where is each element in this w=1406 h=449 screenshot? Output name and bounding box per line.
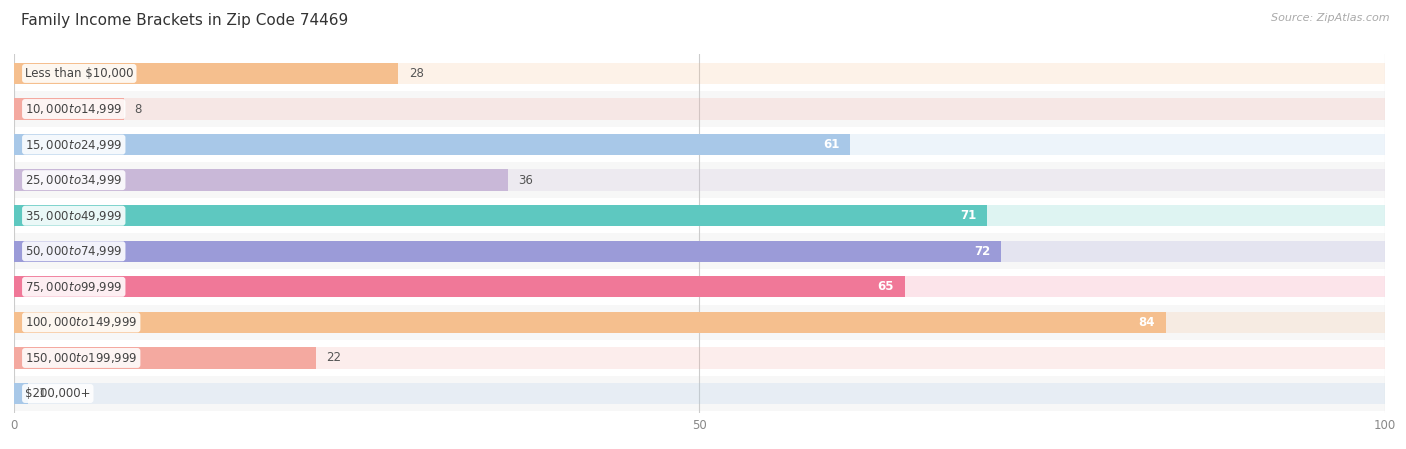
Text: $25,000 to $34,999: $25,000 to $34,999	[25, 173, 122, 187]
Bar	[14, 98, 1385, 120]
Bar	[14, 134, 1385, 155]
Bar	[14, 169, 508, 191]
Text: $15,000 to $24,999: $15,000 to $24,999	[25, 137, 122, 152]
Bar	[14, 63, 398, 84]
Bar	[14, 205, 987, 226]
Bar	[14, 276, 905, 298]
Text: Family Income Brackets in Zip Code 74469: Family Income Brackets in Zip Code 74469	[21, 13, 349, 28]
Bar	[14, 205, 1385, 226]
Bar	[14, 169, 1385, 191]
Bar	[14, 56, 1385, 91]
Bar	[14, 304, 1385, 340]
Bar	[14, 383, 28, 404]
Bar	[14, 198, 1385, 233]
Text: $100,000 to $149,999: $100,000 to $149,999	[25, 315, 138, 330]
Bar	[14, 233, 1385, 269]
Bar	[14, 312, 1385, 333]
Text: 1: 1	[39, 387, 46, 400]
Text: $50,000 to $74,999: $50,000 to $74,999	[25, 244, 122, 258]
Text: 22: 22	[326, 352, 342, 365]
Text: $200,000+: $200,000+	[25, 387, 90, 400]
Bar	[14, 241, 1001, 262]
Bar	[14, 340, 1385, 376]
Text: 84: 84	[1137, 316, 1154, 329]
Bar	[14, 347, 1385, 369]
Bar	[14, 98, 124, 120]
Bar	[14, 241, 1385, 262]
Bar	[14, 163, 1385, 198]
Text: 8: 8	[135, 102, 142, 115]
Text: Source: ZipAtlas.com: Source: ZipAtlas.com	[1271, 13, 1389, 23]
Text: $75,000 to $99,999: $75,000 to $99,999	[25, 280, 122, 294]
Text: $35,000 to $49,999: $35,000 to $49,999	[25, 209, 122, 223]
Bar	[14, 63, 1385, 84]
Text: 28: 28	[409, 67, 423, 80]
Text: $10,000 to $14,999: $10,000 to $14,999	[25, 102, 122, 116]
Text: 36: 36	[519, 174, 533, 187]
Text: 72: 72	[974, 245, 990, 258]
Text: 71: 71	[960, 209, 976, 222]
Bar	[14, 383, 1385, 404]
Bar	[14, 269, 1385, 304]
Bar	[14, 127, 1385, 163]
Text: 61: 61	[823, 138, 839, 151]
Bar	[14, 376, 1385, 411]
Bar	[14, 276, 1385, 298]
Bar	[14, 347, 315, 369]
Text: 65: 65	[877, 280, 894, 293]
Bar	[14, 312, 1166, 333]
Bar	[14, 134, 851, 155]
Text: Less than $10,000: Less than $10,000	[25, 67, 134, 80]
Text: $150,000 to $199,999: $150,000 to $199,999	[25, 351, 138, 365]
Bar	[14, 91, 1385, 127]
